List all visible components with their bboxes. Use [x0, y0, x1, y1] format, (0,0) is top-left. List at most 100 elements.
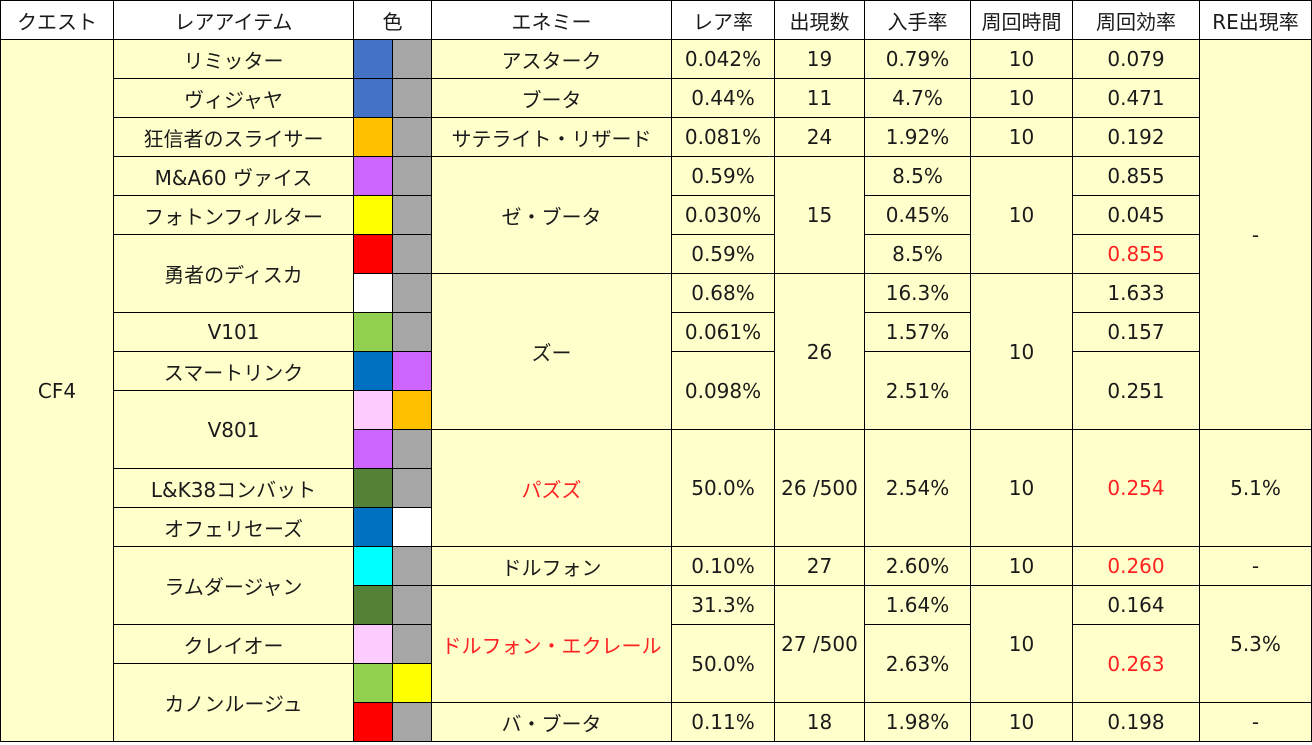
efficiency-cell: 0.192 — [1072, 117, 1200, 157]
item-cell: ヴィジャヤ — [113, 78, 354, 118]
item-cell: ラムダージャン — [113, 546, 354, 625]
obtain-rate-cell: 0.45% — [864, 195, 971, 235]
color-swatch — [392, 234, 432, 274]
loop-time-cell: 10 — [970, 78, 1073, 118]
color-swatch — [392, 117, 432, 157]
table-row: クレイオー 50.0% 2.63% 0.263 — [1, 624, 1312, 703]
header-color: 色 — [353, 0, 432, 40]
color-swatch — [353, 78, 393, 118]
item-cell: V101 — [113, 312, 354, 352]
efficiency-cell: 0.855 — [1072, 234, 1200, 274]
color-swatch — [353, 312, 393, 352]
obtain-rate-cell: 2.60% — [864, 546, 971, 586]
enemy-cell: サテライト・リザード — [431, 117, 672, 157]
table-row: ヴィジャヤ ブータ 0.44% 11 4.7% 10 0.471 — [1, 78, 1312, 118]
color-swatch — [392, 663, 432, 703]
rare-rate-cell: 0.042% — [671, 39, 775, 79]
efficiency-cell: 0.263 — [1072, 624, 1200, 703]
color-swatch — [353, 546, 393, 586]
color-swatch — [353, 273, 393, 313]
color-swatch — [353, 624, 393, 664]
rare-rate-cell: 0.081% — [671, 117, 775, 157]
table-row: オフェリセーズ — [1, 507, 1312, 547]
item-cell: 勇者のディスカ — [113, 234, 354, 313]
item-cell: オフェリセーズ — [113, 507, 354, 547]
loop-time-cell: 10 — [970, 273, 1073, 430]
header-re-rate: RE出現率 — [1199, 0, 1312, 40]
color-swatch — [353, 351, 393, 391]
item-cell: スマートリンク — [113, 351, 354, 391]
efficiency-cell: 0.045 — [1072, 195, 1200, 235]
color-swatch — [353, 117, 393, 157]
rare-rate-cell: 0.10% — [671, 546, 775, 586]
header-quest: クエスト — [0, 0, 114, 40]
loop-time-cell: 10 — [970, 702, 1073, 742]
appear-count-cell: 18 — [774, 702, 865, 742]
color-swatch — [353, 507, 393, 547]
efficiency-cell: 0.251 — [1072, 351, 1200, 430]
color-swatch — [392, 585, 432, 625]
enemy-cell: ズー — [431, 273, 672, 430]
color-swatch — [353, 429, 393, 469]
item-cell: リミッター — [113, 39, 354, 79]
color-swatch — [392, 78, 432, 118]
efficiency-cell: 0.471 — [1072, 78, 1200, 118]
table-row: バ・ブータ 0.11% 18 1.98% 10 0.198 - — [1, 702, 1312, 742]
color-swatch — [353, 39, 393, 79]
color-swatch — [392, 624, 432, 664]
header-appear-count: 出現数 — [774, 0, 865, 40]
appear-count-cell: 27 — [774, 546, 865, 586]
re-rate-cell: - — [1199, 546, 1312, 586]
obtain-rate-cell: 1.98% — [864, 702, 971, 742]
efficiency-cell: 0.855 — [1072, 156, 1200, 196]
appear-count-cell: 15 — [774, 156, 865, 274]
rare-rate-cell: 0.061% — [671, 312, 775, 352]
appear-count-cell: 26 /500 — [774, 429, 865, 547]
efficiency-cell: 0.164 — [1072, 585, 1200, 625]
re-rate-cell: 5.3% — [1199, 585, 1312, 703]
rare-rate-cell: 31.3% — [671, 585, 775, 625]
color-swatch — [353, 663, 393, 703]
loop-time-cell: 10 — [970, 429, 1073, 547]
header-rare-item: レアアイテム — [113, 0, 354, 40]
rare-rate-cell: 0.44% — [671, 78, 775, 118]
re-rate-cell: - — [1199, 702, 1312, 742]
color-swatch — [392, 39, 432, 79]
obtain-rate-cell: 1.92% — [864, 117, 971, 157]
re-rate-cell: - — [1199, 39, 1312, 430]
color-swatch — [353, 234, 393, 274]
item-cell: フォトンフィルター — [113, 195, 354, 235]
table-row: M&A60 ヴァイス ゼ・ブータ 0.59% 15 8.5% 10 0.855 — [1, 156, 1312, 274]
appear-count-cell: 26 — [774, 273, 865, 430]
header-loop-time: 周回時間 — [970, 0, 1073, 40]
table-row: カノンルージュ — [1, 663, 1312, 742]
rare-rate-cell: 50.0% — [671, 429, 775, 547]
obtain-rate-cell: 16.3% — [864, 273, 971, 313]
rare-rate-cell: 0.030% — [671, 195, 775, 235]
color-swatch — [353, 156, 393, 196]
enemy-cell: ブータ — [431, 78, 672, 118]
efficiency-cell: 1.633 — [1072, 273, 1200, 313]
color-swatch — [353, 195, 393, 235]
efficiency-cell: 0.254 — [1072, 429, 1200, 547]
color-swatch — [392, 156, 432, 196]
obtain-rate-cell: 2.51% — [864, 351, 971, 430]
header-loop-efficiency: 周回効率 — [1072, 0, 1200, 40]
color-swatch — [353, 390, 393, 430]
obtain-rate-cell: 1.64% — [864, 585, 971, 625]
item-cell: V801 — [113, 390, 354, 469]
table-row: ズー 0.68% 26 16.3% 10 1.633 — [1, 273, 1312, 430]
item-cell: M&A60 ヴァイス — [113, 156, 354, 196]
enemy-cell: アスターク — [431, 39, 672, 79]
table-row: V101 0.061% 1.57% 0.157 — [1, 312, 1312, 352]
efficiency-cell: 0.157 — [1072, 312, 1200, 352]
enemy-cell: ドルフォン・エクレール — [431, 585, 672, 703]
table-row: フォトンフィルター 0.030% 0.45% 0.045 — [1, 195, 1312, 235]
item-cell: 狂信者のスライサー — [113, 117, 354, 157]
color-swatch — [392, 702, 432, 742]
table-row: スマートリンク 0.098% 2.51% 0.251 — [1, 351, 1312, 430]
loop-time-cell: 10 — [970, 156, 1073, 274]
table-row: ラムダージャン ドルフォン 0.10% 27 2.60% 10 0.260 - — [1, 546, 1312, 625]
rare-rate-cell: 50.0% — [671, 624, 775, 703]
